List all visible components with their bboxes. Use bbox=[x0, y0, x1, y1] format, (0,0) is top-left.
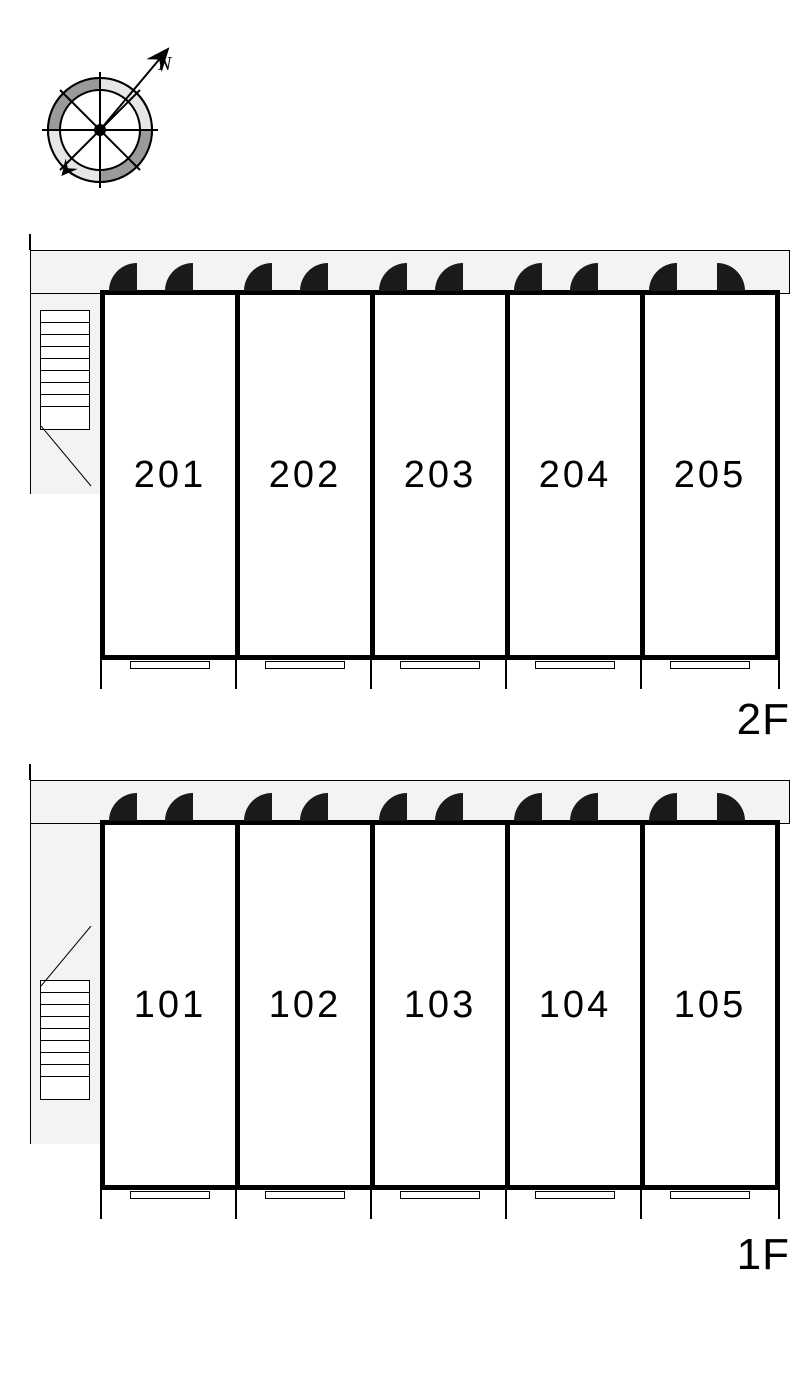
floor-label-2f: 2F bbox=[737, 695, 790, 745]
unit-label: 201 bbox=[134, 454, 206, 497]
door-icon bbox=[165, 261, 221, 291]
balcony-tick bbox=[235, 659, 237, 689]
door-icon bbox=[514, 791, 570, 821]
unit-label: 101 bbox=[134, 984, 206, 1027]
door-icon bbox=[379, 791, 435, 821]
door-icon bbox=[649, 261, 705, 291]
balcony-tick bbox=[370, 659, 372, 689]
balcony-tick bbox=[370, 1189, 372, 1219]
unit-101: 101 bbox=[100, 820, 240, 1190]
door-icon bbox=[717, 261, 773, 291]
unit-203: 203 bbox=[370, 290, 510, 660]
balcony-ledge bbox=[400, 661, 480, 669]
unit-102: 102 bbox=[235, 820, 375, 1190]
balcony-tick bbox=[100, 659, 102, 689]
door-icon bbox=[165, 791, 221, 821]
balcony-tick bbox=[505, 659, 507, 689]
floorplan-canvas: N 201 bbox=[0, 0, 800, 1373]
balcony-ledge bbox=[535, 1191, 615, 1199]
door-icon bbox=[570, 791, 626, 821]
door-icon bbox=[300, 261, 356, 291]
balcony-ledge bbox=[130, 661, 210, 669]
door-icon bbox=[244, 791, 300, 821]
unit-202: 202 bbox=[235, 290, 375, 660]
units-row-2f: 201 202 203 204 bbox=[100, 290, 780, 660]
door-icon bbox=[570, 261, 626, 291]
balcony-ledge bbox=[265, 1191, 345, 1199]
door-icon bbox=[300, 791, 356, 821]
balcony-ledge bbox=[400, 1191, 480, 1199]
balcony-ledge bbox=[670, 1191, 750, 1199]
balcony-tick bbox=[778, 659, 780, 689]
unit-204: 204 bbox=[505, 290, 645, 660]
balcony-tick bbox=[640, 1189, 642, 1219]
unit-103: 103 bbox=[370, 820, 510, 1190]
floor-label-1f: 1F bbox=[737, 1230, 790, 1280]
unit-201: 201 bbox=[100, 290, 240, 660]
door-icon bbox=[435, 791, 491, 821]
balcony-ledge bbox=[130, 1191, 210, 1199]
stairs-2f bbox=[40, 310, 90, 430]
compass-n-label: N bbox=[157, 53, 173, 75]
balcony-tick bbox=[100, 1189, 102, 1219]
unit-label: 202 bbox=[269, 454, 341, 497]
stairs-1f bbox=[40, 980, 90, 1100]
compass-icon: N bbox=[30, 30, 210, 215]
units-row-1f: 101 102 103 104 bbox=[100, 820, 780, 1190]
door-icon bbox=[109, 261, 165, 291]
door-icon bbox=[109, 791, 165, 821]
unit-label: 104 bbox=[539, 984, 611, 1027]
door-icon bbox=[244, 261, 300, 291]
balcony-ledge bbox=[670, 661, 750, 669]
balcony-tick bbox=[505, 1189, 507, 1219]
unit-label: 103 bbox=[404, 984, 476, 1027]
unit-label: 204 bbox=[539, 454, 611, 497]
door-icon bbox=[379, 261, 435, 291]
balcony-tick bbox=[778, 1189, 780, 1219]
door-icon bbox=[514, 261, 570, 291]
unit-205: 205 bbox=[640, 290, 780, 660]
door-icon bbox=[717, 791, 773, 821]
unit-label: 203 bbox=[404, 454, 476, 497]
unit-label: 105 bbox=[674, 984, 746, 1027]
balcony-tick bbox=[640, 659, 642, 689]
balcony-ledge bbox=[535, 661, 615, 669]
unit-label: 205 bbox=[674, 454, 746, 497]
unit-104: 104 bbox=[505, 820, 645, 1190]
balcony-ledge bbox=[265, 661, 345, 669]
door-icon bbox=[649, 791, 705, 821]
balcony-tick bbox=[235, 1189, 237, 1219]
door-icon bbox=[435, 261, 491, 291]
unit-105: 105 bbox=[640, 820, 780, 1190]
unit-label: 102 bbox=[269, 984, 341, 1027]
